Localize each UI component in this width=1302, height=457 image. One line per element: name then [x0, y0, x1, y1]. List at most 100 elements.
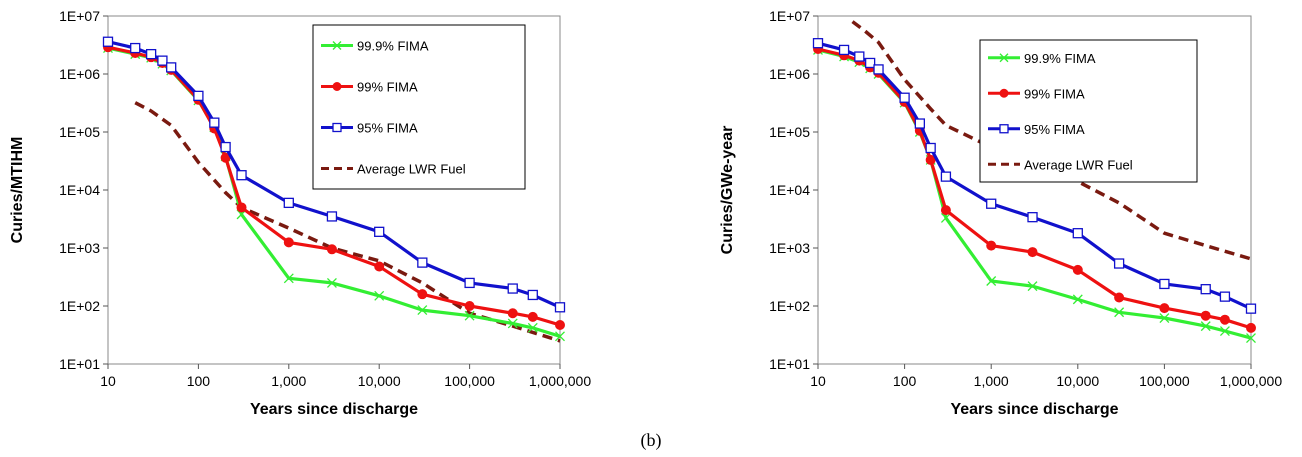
data-point [464, 277, 475, 289]
data-point [1200, 284, 1211, 295]
y-tick-label: 1E+06 [59, 66, 100, 82]
series-95-fima [812, 38, 1257, 314]
series-95-fima [102, 36, 566, 313]
data-point [326, 277, 337, 288]
data-point [555, 320, 565, 331]
data-point [145, 48, 157, 60]
data-point [283, 197, 294, 209]
x-tick-label: 10 [100, 373, 116, 389]
y-tick-label: 1E+07 [769, 8, 810, 24]
chart-curies-per-mtihm: 1E+01 1E+02 1E+03 1E+04 1E+05 1E+06 1E+07 10 100… [9, 8, 591, 418]
data-point [130, 42, 141, 54]
marker-stroke [464, 310, 475, 321]
data-point [417, 257, 428, 268]
x-axis-title: Years since discharge [250, 401, 418, 418]
y-tick-label: 1E+07 [59, 8, 100, 24]
data-point [157, 55, 168, 66]
legend-label: 95% FIMA [1024, 122, 1085, 137]
y-tick-label: 1E+03 [59, 240, 100, 256]
marker-stroke [1027, 281, 1038, 292]
data-point [374, 290, 385, 301]
data-point [1246, 333, 1256, 344]
data-point [986, 276, 997, 286]
marker-stroke [1159, 313, 1170, 324]
x-tick-label: 10 [810, 373, 826, 389]
y-tick-label: 1E+05 [769, 124, 810, 140]
data-point [1113, 258, 1125, 269]
data-point [940, 212, 951, 223]
marker-stroke [999, 53, 1009, 63]
data-point [236, 170, 247, 181]
y-axis-title: Curies/MTIHM [9, 137, 26, 244]
x-axis-title: Years since discharge [950, 401, 1118, 418]
legend-marker [332, 82, 342, 91]
legend-marker [332, 41, 342, 50]
x-tick-label: 1,000,000 [529, 373, 591, 389]
data-point [1159, 303, 1170, 314]
marker-stroke [283, 273, 294, 284]
data-point [236, 202, 247, 213]
x-tick-label: 1,000 [974, 373, 1009, 389]
y-tick-label: 1E+02 [59, 298, 100, 314]
x-tick-label: 100,000 [444, 373, 495, 389]
legend-marker [999, 88, 1009, 98]
data-point [417, 289, 428, 300]
data-point [1072, 294, 1083, 305]
data-point [527, 311, 538, 322]
figure-caption: (b) [641, 430, 662, 451]
legend-label: 99% FIMA [357, 80, 418, 95]
data-point [193, 90, 204, 102]
y-tick-label: 1E+06 [769, 66, 810, 82]
y-tick-label: 1E+04 [769, 182, 810, 198]
marker-stroke [527, 322, 538, 333]
data-point [1114, 292, 1125, 303]
marker-stroke [1114, 307, 1125, 318]
series-average-lwr-fuel [851, 20, 1252, 261]
x-tick-label: 10,000 [1056, 373, 1099, 389]
marker-stroke [326, 277, 337, 288]
y-tick-label: 1E+04 [59, 182, 100, 198]
data-point [554, 302, 566, 313]
data-point [838, 44, 850, 56]
data-point [1219, 314, 1230, 325]
legend: 99.9% FIMA 99% FIMA 95% FIMA Average LWR Fu… [312, 24, 526, 190]
data-point [1114, 307, 1125, 318]
legend-label: 99.9% FIMA [357, 39, 429, 54]
data-point [1219, 291, 1231, 302]
series-line [134, 101, 561, 343]
marker-stroke [417, 305, 428, 316]
marker-stroke [1246, 333, 1256, 344]
legend-marker [332, 122, 342, 133]
data-point [1245, 303, 1257, 314]
data-point [1219, 326, 1230, 337]
x-tick-label: 100 [893, 373, 917, 389]
marker-stroke [986, 276, 997, 286]
data-point [1159, 313, 1170, 324]
data-point [326, 244, 337, 255]
data-point [374, 261, 385, 272]
legend-marker [999, 53, 1009, 63]
data-point [507, 283, 518, 294]
series-average-lwr-fuel [134, 101, 561, 343]
x-tick-label: 100,000 [1139, 373, 1190, 389]
data-point [326, 211, 338, 222]
data-point [1027, 212, 1038, 223]
data-point [1027, 281, 1038, 292]
data-point [812, 38, 824, 49]
data-point [940, 205, 951, 216]
data-point [464, 301, 475, 311]
marker-stroke [507, 318, 518, 329]
data-point [220, 141, 231, 153]
data-point [1072, 264, 1083, 275]
legend-marker [999, 124, 1009, 134]
series-line [851, 20, 1252, 261]
data-point [854, 51, 865, 62]
legend-label: Average LWR Fuel [1024, 157, 1133, 172]
marker-stroke [940, 212, 951, 223]
y-tick-label: 1E+02 [769, 298, 810, 314]
marker-stroke [555, 331, 565, 342]
data-point [417, 305, 428, 316]
data-point [102, 36, 114, 47]
marker-stroke [332, 41, 342, 50]
data-point [507, 318, 518, 329]
